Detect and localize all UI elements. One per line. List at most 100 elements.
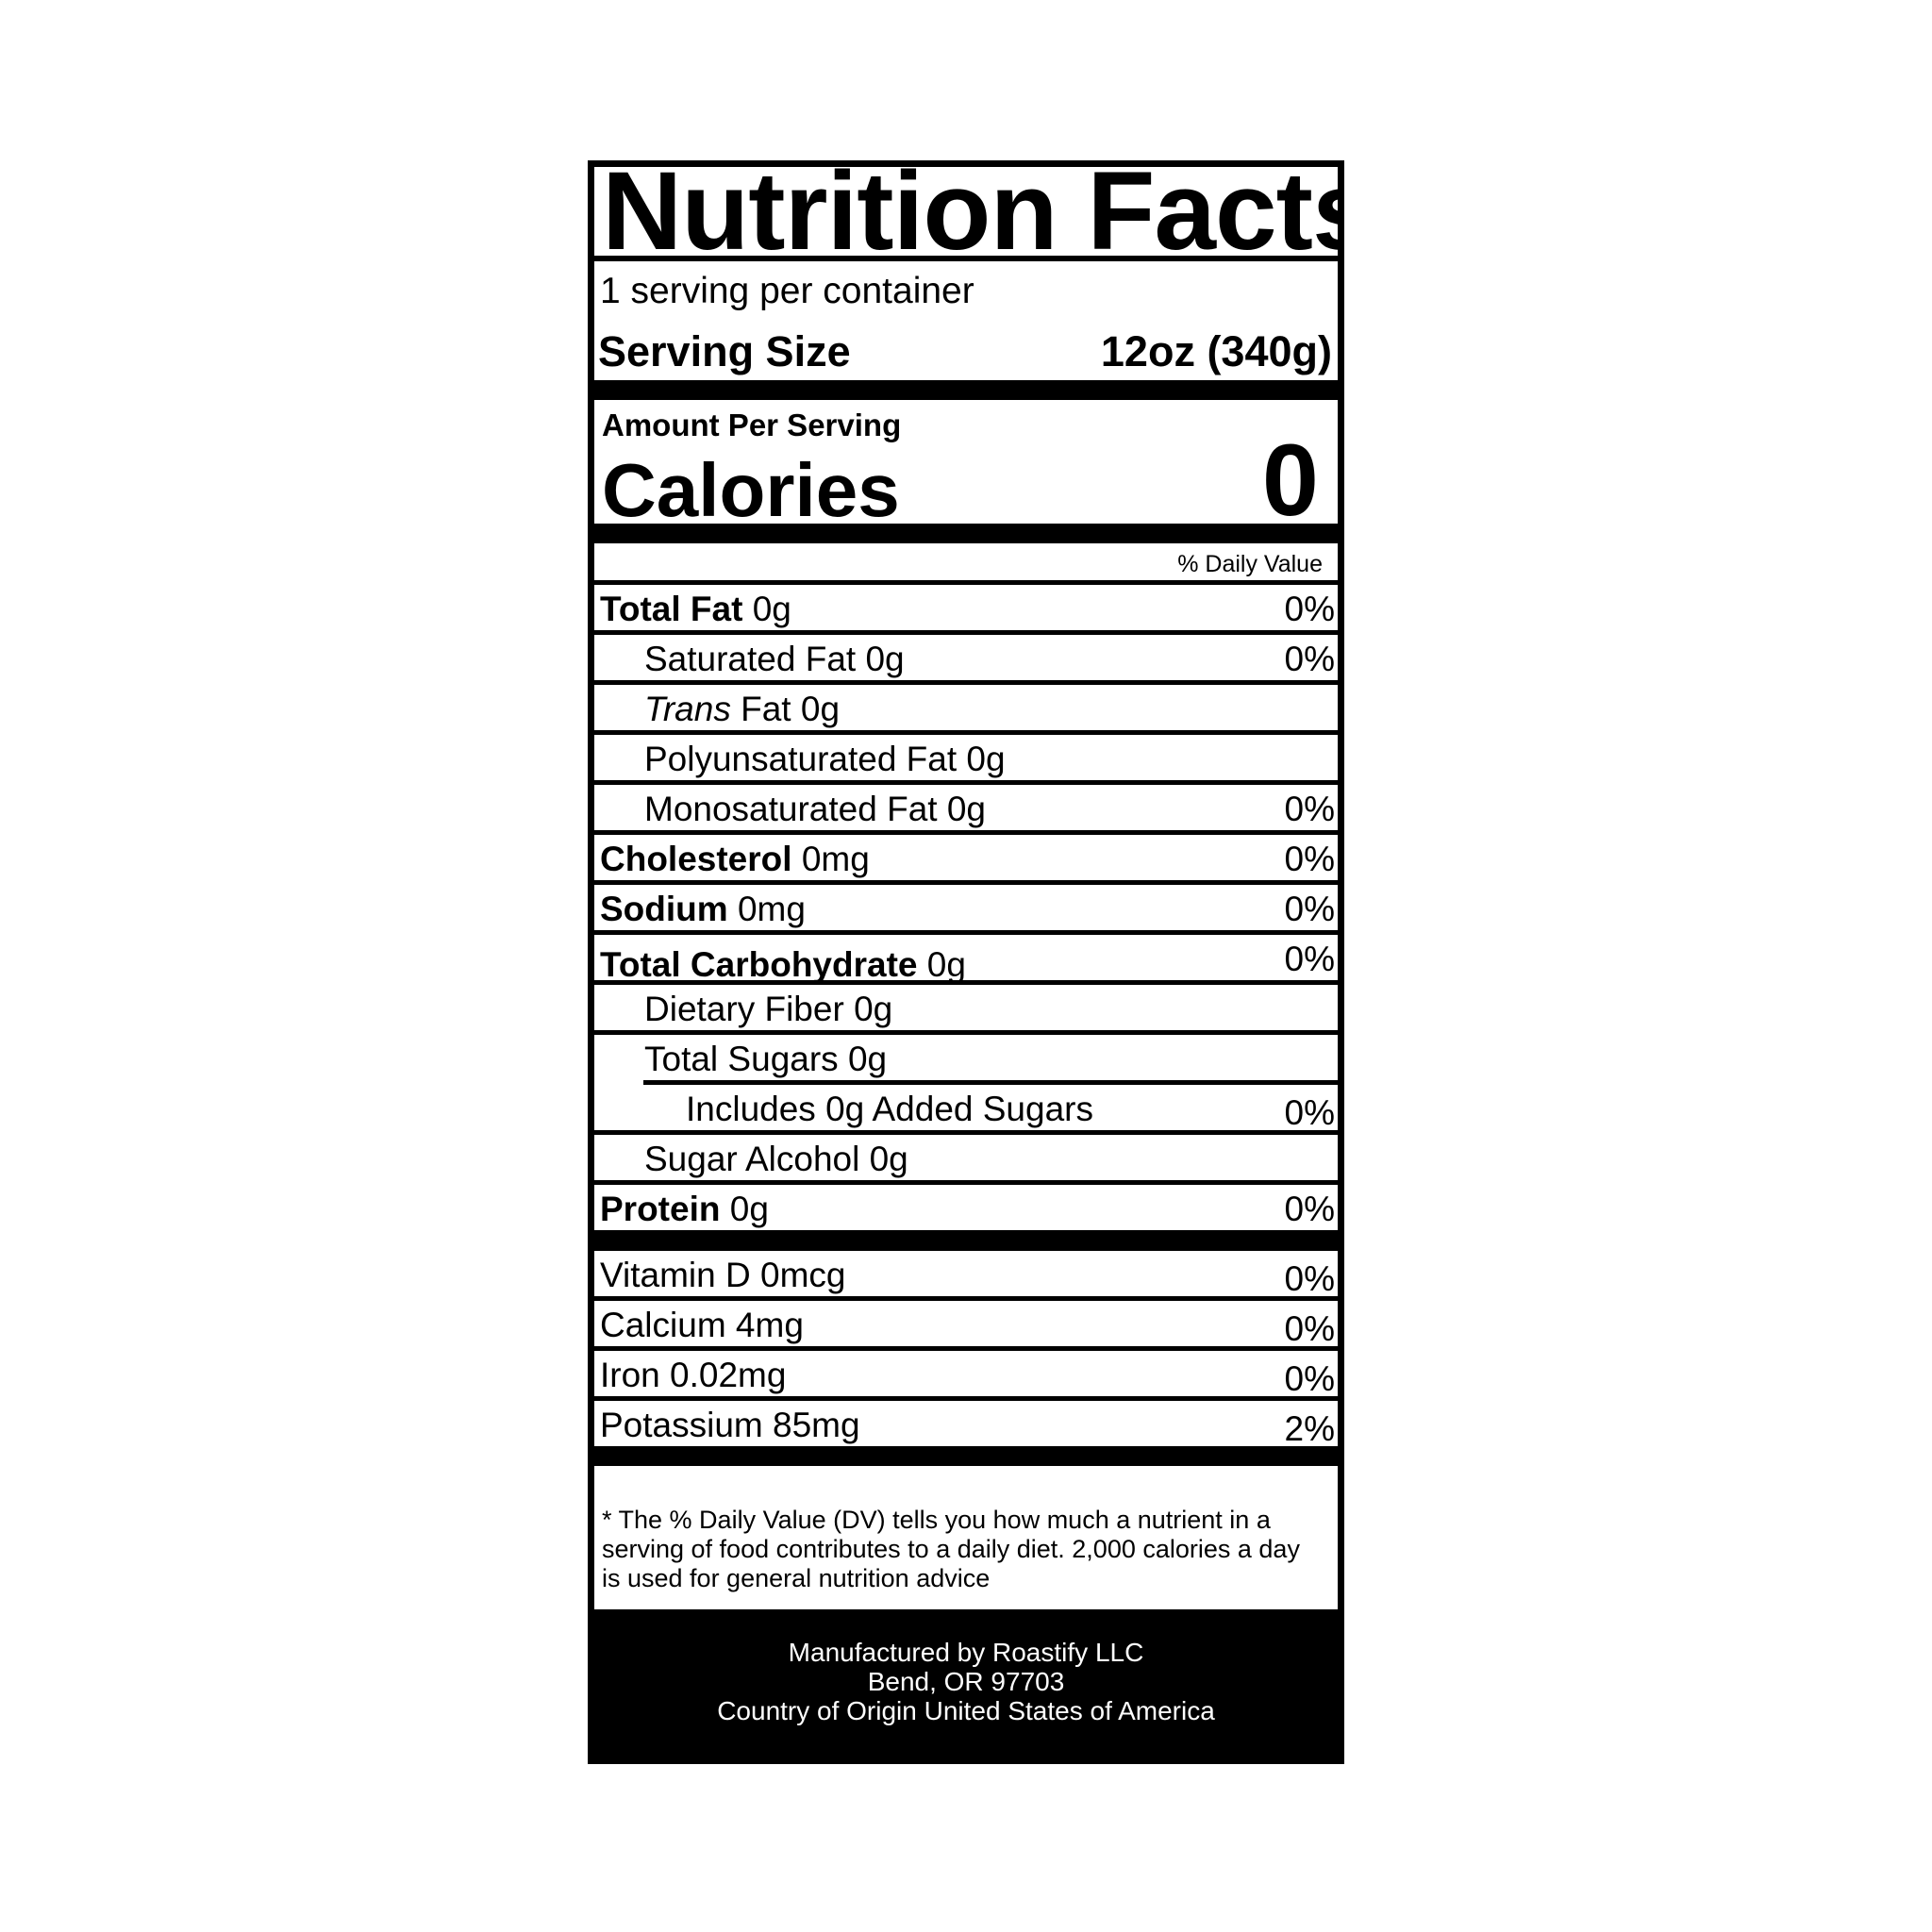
divider bbox=[594, 580, 1338, 585]
nutrient-row-protein: Protein 0g 0% bbox=[594, 1185, 1338, 1230]
nutrient-amount: 0g bbox=[847, 1040, 888, 1078]
nutrient-row-saturated-fat: Saturated Fat 0g 0% bbox=[594, 635, 1338, 680]
nutrient-row-added-sugars: Includes 0g Added Sugars 0% bbox=[594, 1085, 1338, 1132]
calories-label: Calories bbox=[602, 448, 900, 532]
nutrient-name: Protein bbox=[600, 1190, 721, 1228]
vitamin-name: Iron bbox=[600, 1356, 660, 1394]
divider bbox=[594, 980, 1338, 985]
calories-value: 0 bbox=[1261, 423, 1319, 537]
nutrient-dv: 0% bbox=[1284, 1190, 1335, 1228]
nutrient-row-monosaturated-fat: Monosaturated Fat 0g 0% bbox=[594, 785, 1338, 830]
nutrient-name: Total Carbohydrate bbox=[600, 945, 918, 984]
nutrient-name: Dietary Fiber bbox=[644, 990, 844, 1028]
nutrient-dv: 0% bbox=[1284, 840, 1335, 878]
vitamin-dv: 0% bbox=[1284, 1359, 1335, 1398]
divider bbox=[594, 880, 1338, 885]
nutrient-name: Sodium bbox=[600, 890, 728, 928]
vitamin-row-vitamin-d: Vitamin D 0mcg 0% bbox=[594, 1251, 1338, 1298]
divider bbox=[594, 630, 1338, 635]
serving-info: 1 serving per container Serving Size 12o… bbox=[594, 261, 1338, 380]
divider bbox=[594, 1180, 1338, 1185]
divider bbox=[594, 680, 1338, 685]
manufacturer-line: Manufactured by Roastify LLC bbox=[788, 1638, 1144, 1667]
nutrient-amount: 0mg bbox=[737, 890, 806, 928]
nutrient-row-polyunsaturated-fat: Polyunsaturated Fat 0g bbox=[594, 735, 1338, 780]
thick-divider bbox=[594, 524, 1338, 543]
vitamin-name: Vitamin D bbox=[600, 1256, 751, 1294]
nutrient-amount: 0g bbox=[946, 790, 986, 828]
nutrient-amount: 0g bbox=[865, 640, 905, 678]
divider bbox=[594, 830, 1338, 835]
vitamin-amount: 0mcg bbox=[760, 1256, 846, 1294]
daily-value-header: % Daily Value bbox=[594, 543, 1338, 580]
vitamin-row-calcium: Calcium 4mg 0% bbox=[594, 1301, 1338, 1348]
nutrient-dv: 0% bbox=[1284, 1093, 1335, 1132]
divider bbox=[594, 930, 1338, 935]
manufacturer-address: Bend, OR 97703 bbox=[867, 1667, 1065, 1696]
divider bbox=[594, 1130, 1338, 1135]
nutrient-dv: 0% bbox=[1284, 590, 1335, 628]
vitamin-row-iron: Iron 0.02mg 0% bbox=[594, 1351, 1338, 1398]
country-of-origin: Country of Origin United States of Ameri… bbox=[717, 1696, 1215, 1725]
divider bbox=[594, 1396, 1338, 1401]
nutrient-name: Total Fat bbox=[600, 590, 743, 628]
nutrient-row-total-sugars: Total Sugars 0g bbox=[594, 1035, 1338, 1080]
nutrient-amount: 0g bbox=[800, 690, 841, 728]
nutrient-name: Monosaturated Fat bbox=[644, 790, 938, 828]
vitamin-dv: 0% bbox=[1284, 1309, 1335, 1348]
nutrient-amount: 0g bbox=[869, 1140, 908, 1178]
footnote-section: * The % Daily Value (DV) tells you how m… bbox=[594, 1466, 1338, 1609]
serving-size-label: Serving Size bbox=[598, 327, 851, 375]
vitamin-amount: 4mg bbox=[735, 1306, 804, 1344]
nutrient-dv: 0% bbox=[1284, 890, 1335, 928]
divider bbox=[594, 780, 1338, 785]
nutrient-row-total-fat: Total Fat 0g 0% bbox=[594, 585, 1338, 630]
divider bbox=[594, 730, 1338, 735]
footnote-text: * The % Daily Value (DV) tells you how m… bbox=[602, 1506, 1300, 1592]
divider bbox=[594, 1296, 1338, 1301]
vitamin-amount: 85mg bbox=[773, 1406, 860, 1444]
divider bbox=[594, 256, 1338, 261]
nutrient-row-cholesterol: Cholesterol 0mg 0% bbox=[594, 835, 1338, 880]
serving-size-value: 12oz (340g) bbox=[1100, 327, 1332, 375]
label-title: Nutrition Facts bbox=[594, 167, 1338, 256]
daily-value-header-text: % Daily Value bbox=[1177, 551, 1323, 577]
nutrient-name: Saturated Fat bbox=[644, 640, 857, 678]
partial-divider bbox=[594, 1080, 1338, 1085]
thick-divider bbox=[594, 380, 1338, 400]
nutrient-name: Includes 0g Added Sugars bbox=[686, 1090, 1093, 1128]
nutrient-amount: 0g bbox=[729, 1190, 769, 1228]
nutrient-amount: 0mg bbox=[801, 840, 870, 878]
nutrient-row-trans-fat: Trans Fat 0g bbox=[594, 685, 1338, 730]
nutrient-name: Sugar Alcohol bbox=[644, 1140, 860, 1178]
nutrient-name: Cholesterol bbox=[600, 840, 792, 878]
nutrient-row-total-carbohydrate: Total Carbohydrate 0g 0% bbox=[594, 935, 1338, 984]
nutrient-row-sugar-alcohol: Sugar Alcohol 0g bbox=[594, 1135, 1338, 1180]
nutrient-name: Polyunsaturated Fat bbox=[644, 740, 958, 778]
divider bbox=[594, 1346, 1338, 1351]
servings-per-container: 1 serving per container bbox=[600, 271, 974, 311]
nutrient-amount: 0g bbox=[752, 590, 791, 628]
vitamin-name: Potassium bbox=[600, 1406, 763, 1444]
nutrient-name: Fat bbox=[741, 690, 791, 728]
nutrient-row-sodium: Sodium 0mg 0% bbox=[594, 885, 1338, 930]
calories-section: Amount Per Serving Calories 0 bbox=[594, 400, 1338, 537]
nutrient-name: Total Sugars bbox=[644, 1040, 839, 1078]
thick-divider bbox=[594, 1446, 1338, 1466]
nutrient-amount: 0g bbox=[854, 990, 893, 1028]
nutrient-row-dietary-fiber: Dietary Fiber 0g bbox=[594, 985, 1338, 1030]
nutrient-dv: 0% bbox=[1284, 940, 1335, 978]
nutrient-amount: 0g bbox=[926, 945, 966, 984]
nutrient-dv: 0% bbox=[1284, 790, 1335, 828]
vitamin-row-potassium: Potassium 85mg 2% bbox=[594, 1401, 1338, 1448]
nutrition-facts-label: Nutrition Facts 1 serving per container … bbox=[588, 160, 1344, 1764]
nutrient-dv: 0% bbox=[1284, 640, 1335, 678]
vitamin-dv: 2% bbox=[1284, 1409, 1335, 1448]
thick-divider bbox=[594, 1230, 1338, 1251]
vitamin-amount: 0.02mg bbox=[670, 1356, 787, 1394]
vitamin-dv: 0% bbox=[1284, 1259, 1335, 1298]
vitamin-name: Calcium bbox=[600, 1306, 726, 1344]
nutrient-amount: 0g bbox=[966, 740, 1006, 778]
amount-per-serving: Amount Per Serving bbox=[602, 408, 902, 442]
manufacturer-section: Manufactured by Roastify LLC Bend, OR 97… bbox=[594, 1609, 1338, 1764]
